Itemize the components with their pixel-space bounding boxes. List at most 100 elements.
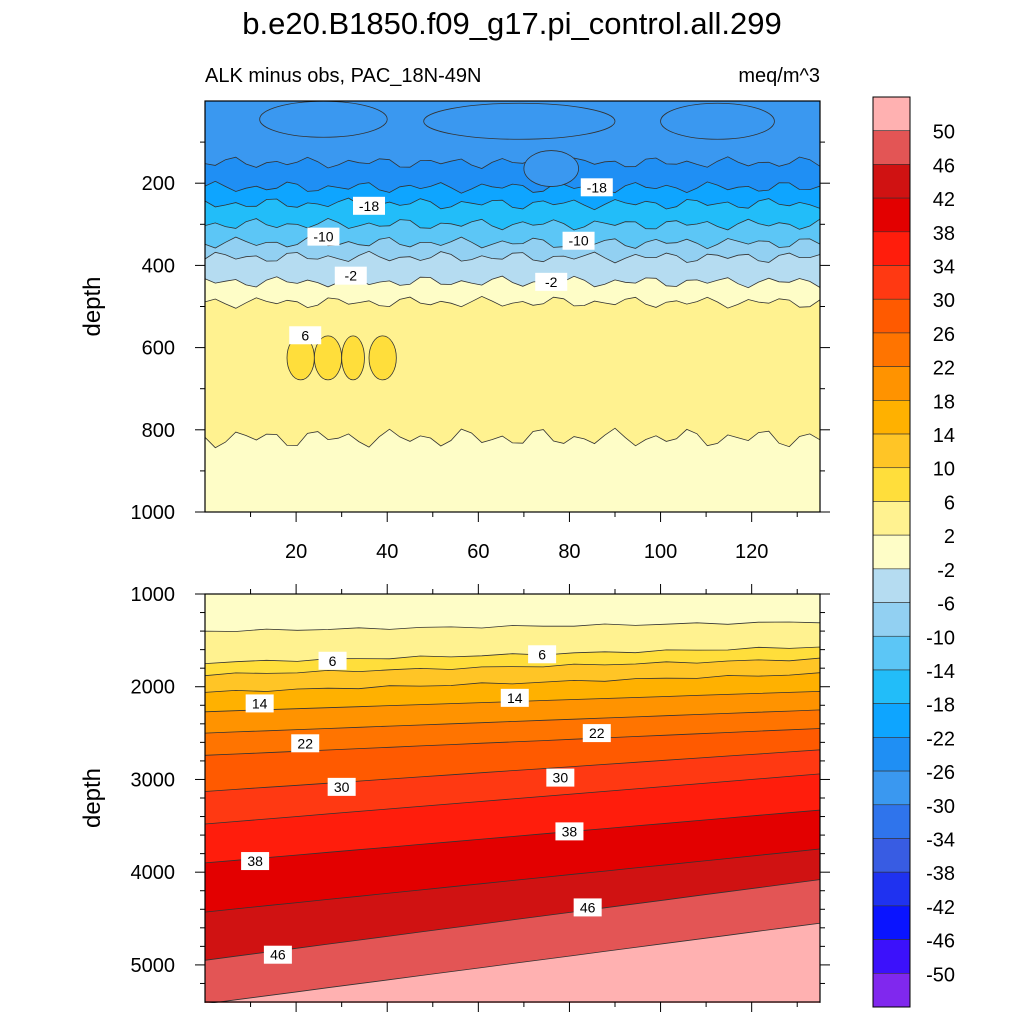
y-tick-label: 2000 bbox=[131, 677, 176, 699]
colorbar-swatch bbox=[872, 669, 911, 704]
contour-label-box bbox=[546, 768, 575, 787]
contour-label-box bbox=[307, 227, 340, 246]
contour-label-box bbox=[289, 326, 322, 345]
figure-title: b.e20.B1850.f09_g17.pi_control.all.299 bbox=[242, 6, 782, 41]
colorbar-swatch bbox=[872, 332, 911, 367]
y-axis-label: depth bbox=[79, 276, 106, 336]
colorbar-swatch bbox=[872, 197, 911, 233]
contour-label: 30 bbox=[334, 779, 350, 795]
colorbar-swatch bbox=[872, 871, 911, 907]
colorbar-tick-label: 22 bbox=[933, 358, 955, 380]
panel-subtitle: ALK minus obs, PAC_18N-49N bbox=[205, 65, 481, 87]
contour-label: -18 bbox=[359, 198, 379, 214]
colorbar-swatch bbox=[872, 433, 911, 469]
colorbar-tick-label: 26 bbox=[933, 324, 955, 346]
contour-label-box bbox=[241, 852, 270, 871]
y-tick-label: 1000 bbox=[131, 502, 176, 524]
y-tick-label: 400 bbox=[142, 255, 175, 277]
contour-label-box bbox=[318, 651, 347, 670]
contour-label: -2 bbox=[345, 268, 358, 284]
colorbar-swatch bbox=[872, 501, 911, 536]
contour-label: -10 bbox=[313, 229, 333, 245]
colorbar-tick-label: 34 bbox=[933, 257, 955, 279]
colorbar-tick-label: 10 bbox=[933, 459, 955, 481]
contour-patch-2 bbox=[423, 102, 616, 140]
colorbar-swatch bbox=[872, 972, 911, 1008]
colorbar-tick-label: -26 bbox=[926, 762, 955, 784]
colorbar-tick-label: 30 bbox=[933, 290, 955, 312]
colorbar: 50 46 42 38 34 30 26 22 18 14 10 6 2 -2 -6 -10 -14 -18 -22… bbox=[872, 96, 955, 1008]
y-tick-label: 4000 bbox=[131, 862, 176, 884]
colorbar-swatch bbox=[872, 366, 911, 401]
contour-label: -10 bbox=[568, 233, 588, 249]
colorbar-swatch bbox=[872, 467, 911, 502]
colorbar-tick-label: -6 bbox=[937, 594, 955, 616]
colorbar-tick-label: -38 bbox=[926, 863, 955, 885]
contour-label: 46 bbox=[270, 947, 286, 963]
units-label: meq/m^3 bbox=[738, 65, 820, 87]
lower-contour-plot: 6 6 14 14 22 22 30 30 38 38 46 46 1000 2000 3000 4000 50… bbox=[79, 584, 830, 1024]
contour-label: 46 bbox=[580, 899, 596, 915]
upper-contour-plot: -18 -18 -10 -10 -2 -2 6 200 400 600 800 1000 20 40 60 8… bbox=[79, 100, 830, 563]
colorbar-swatch bbox=[872, 534, 911, 570]
colorbar-swatch bbox=[872, 737, 911, 772]
colorbar-tick-label: -30 bbox=[926, 796, 955, 818]
contour-label-box bbox=[528, 645, 557, 664]
colorbar-tick-label: 46 bbox=[933, 155, 955, 177]
contour-label: 22 bbox=[297, 735, 313, 751]
x-tick-label: 40 bbox=[376, 541, 398, 563]
contour-patch-warm-3 bbox=[341, 335, 365, 381]
colorbar-swatch bbox=[872, 703, 911, 738]
colorbar-tick-label: 14 bbox=[933, 425, 955, 447]
contour-label-box bbox=[263, 945, 292, 964]
colorbar-swatch bbox=[872, 96, 911, 132]
contour-label-box bbox=[535, 272, 568, 291]
colorbar-swatch bbox=[872, 770, 911, 806]
contour-label: 14 bbox=[507, 690, 523, 706]
contour-label: 6 bbox=[538, 646, 546, 662]
colorbar-swatch bbox=[872, 838, 911, 873]
y-tick-label: 800 bbox=[142, 420, 175, 442]
colorbar-swatch bbox=[872, 400, 911, 435]
contour-label-box bbox=[562, 231, 595, 250]
contour-patch-warm-4 bbox=[368, 335, 397, 381]
colorbar-swatch bbox=[872, 905, 911, 940]
contour-label: 14 bbox=[252, 695, 268, 711]
contour-label-box bbox=[582, 724, 611, 743]
y-tick-label: 200 bbox=[142, 173, 175, 195]
y-tick-label: 5000 bbox=[131, 955, 176, 977]
colorbar-tick-label: 18 bbox=[933, 391, 955, 413]
colorbar-swatch bbox=[872, 602, 911, 637]
contour-label: 6 bbox=[301, 327, 309, 343]
x-tick-label: 60 bbox=[467, 541, 489, 563]
contour-label-box bbox=[245, 694, 274, 713]
colorbar-swatch bbox=[872, 568, 911, 603]
colorbar-tick-label: -2 bbox=[937, 560, 955, 582]
colorbar-tick-label: -10 bbox=[926, 627, 955, 649]
x-tick-label: 120 bbox=[735, 541, 768, 563]
contour-label: 38 bbox=[247, 853, 263, 869]
contour-band-10 bbox=[204, 427, 821, 513]
y-tick-label: 600 bbox=[142, 338, 175, 360]
contour-label-box bbox=[327, 777, 356, 796]
contour-label-box bbox=[573, 898, 602, 917]
colorbar-tick-label: -50 bbox=[926, 964, 955, 986]
contour-band-level-50 bbox=[204, 922, 821, 1024]
colorbar-tick-label: -22 bbox=[926, 728, 955, 750]
colorbar-swatch bbox=[872, 130, 911, 165]
colorbar-swatch bbox=[872, 265, 911, 300]
plot-bottom-mask bbox=[203, 1003, 822, 1024]
contour-label: -18 bbox=[587, 179, 607, 195]
colorbar-tick-label: -46 bbox=[926, 931, 955, 953]
y-tick-label: 3000 bbox=[131, 769, 176, 791]
contour-label-box bbox=[580, 178, 613, 197]
colorbar-swatch bbox=[872, 804, 911, 839]
contour-patch-1 bbox=[259, 100, 388, 138]
contour-label-box bbox=[353, 196, 385, 215]
colorbar-tick-label: -34 bbox=[926, 829, 955, 851]
contour-label: 30 bbox=[553, 770, 569, 786]
x-tick-label: 80 bbox=[558, 541, 580, 563]
contour-label: 6 bbox=[329, 653, 337, 669]
x-tick-label: 100 bbox=[644, 541, 677, 563]
